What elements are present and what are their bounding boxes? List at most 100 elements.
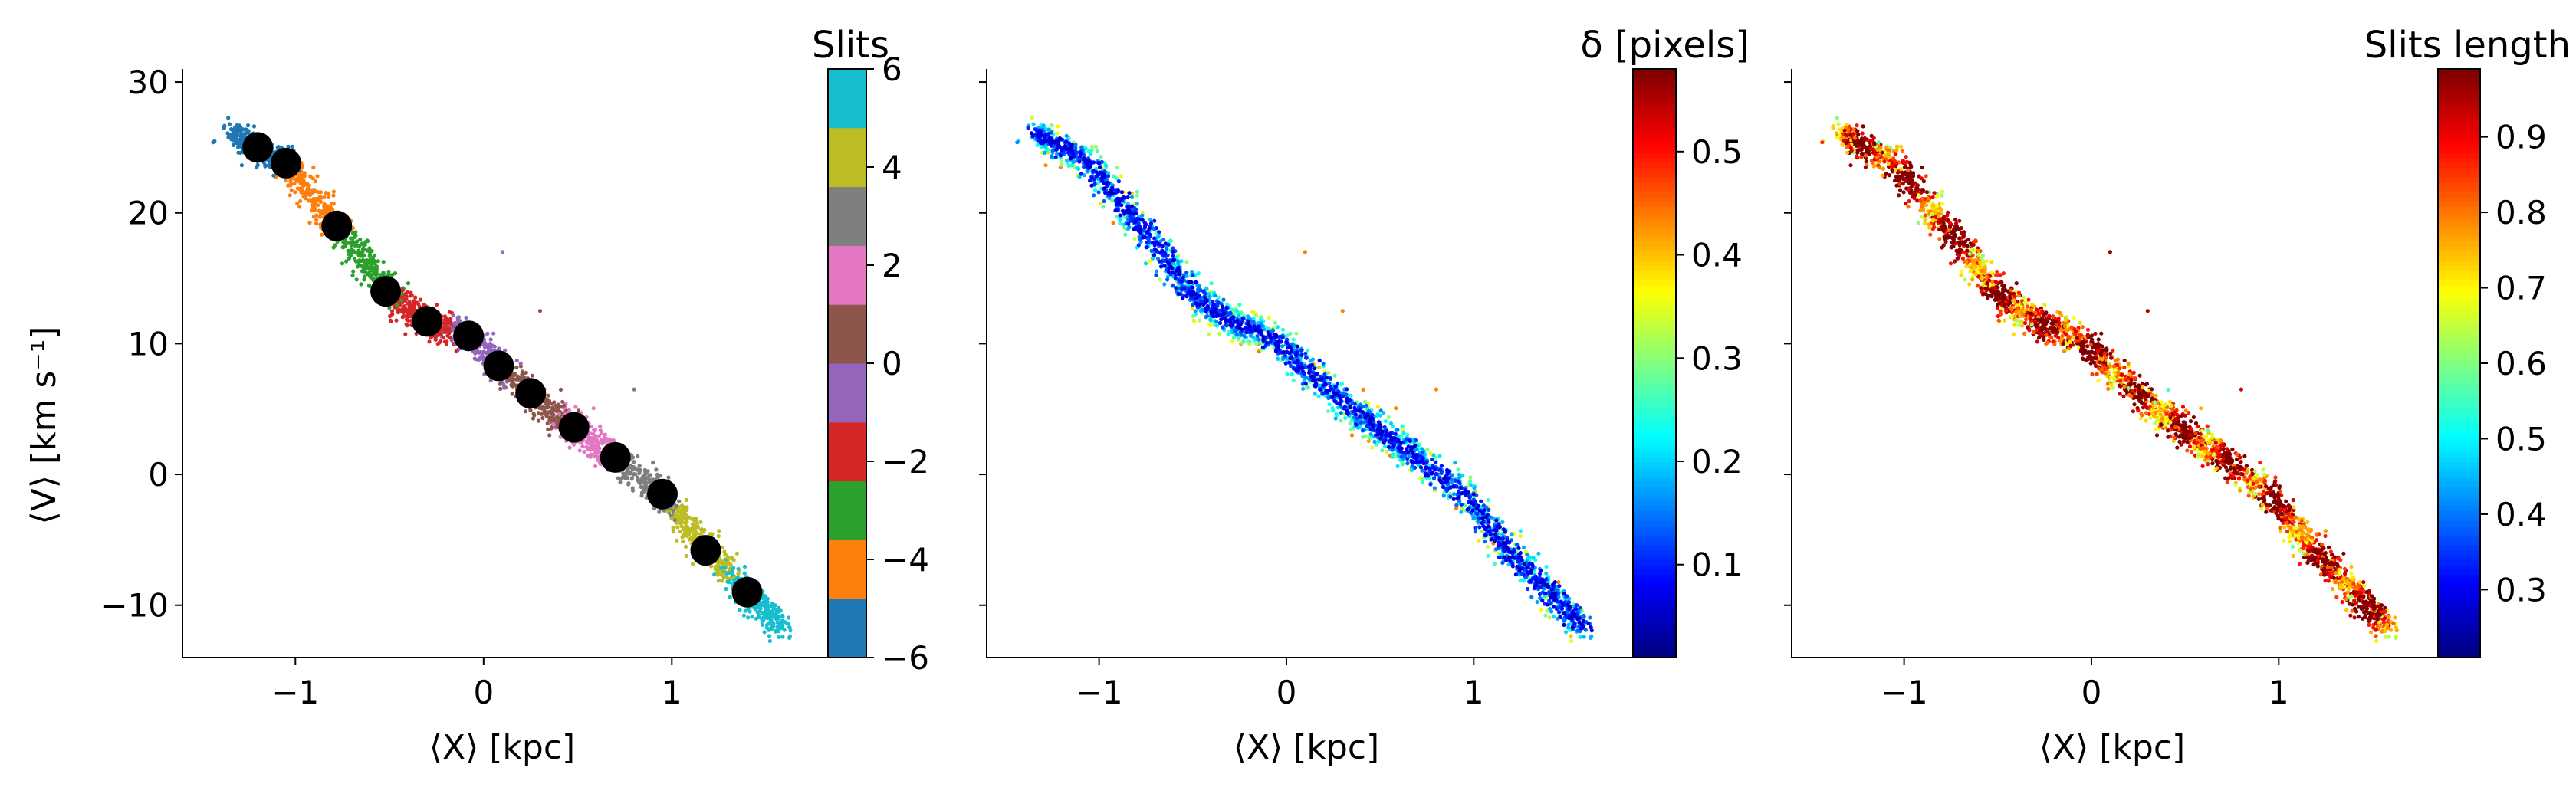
data-point — [307, 221, 312, 225]
data-point — [1428, 467, 1432, 471]
data-point — [1173, 273, 1178, 277]
data-point — [631, 460, 636, 465]
data-point — [1378, 413, 1382, 418]
data-point — [727, 570, 732, 576]
data-point — [1193, 280, 1198, 285]
data-point — [722, 549, 727, 554]
data-point — [311, 215, 316, 219]
data-point — [1521, 545, 1526, 550]
data-point — [488, 337, 493, 342]
data-point — [1354, 412, 1359, 417]
data-point — [531, 412, 536, 416]
data-point — [1143, 224, 1148, 228]
data-point — [401, 306, 406, 310]
data-point — [1135, 189, 1140, 194]
data-point — [616, 476, 621, 480]
data-point — [1539, 569, 1543, 573]
data-point — [1224, 305, 1229, 310]
data-point — [1456, 467, 1460, 472]
data-point — [356, 259, 360, 264]
data-point — [448, 335, 453, 340]
data-point — [1434, 387, 1438, 392]
data-point — [650, 477, 655, 482]
data-point — [1361, 387, 1365, 392]
data-point — [236, 145, 241, 149]
data-point — [644, 476, 649, 480]
data-point — [1039, 141, 1043, 146]
data-point — [1360, 428, 1365, 433]
data-point — [724, 586, 728, 592]
data-point — [655, 472, 659, 477]
slit-mean-marker — [647, 478, 678, 510]
data-point — [441, 335, 446, 340]
data-point — [742, 564, 748, 569]
data-point — [1281, 350, 1286, 355]
data-point — [1270, 328, 1276, 333]
data-point — [1428, 482, 1433, 487]
data-point — [684, 553, 688, 559]
data-point — [1213, 293, 1217, 297]
data-point — [362, 274, 367, 279]
data-point — [1332, 373, 1337, 378]
data-point — [1290, 372, 1294, 376]
data-point — [666, 475, 671, 480]
data-point — [326, 204, 330, 208]
data-point — [1382, 444, 1388, 449]
data-point — [1390, 454, 1395, 459]
data-point — [1343, 415, 1348, 421]
data-point — [669, 517, 674, 521]
data-point — [1386, 415, 1391, 420]
data-point — [685, 520, 689, 524]
data-point — [284, 179, 288, 183]
data-point — [630, 467, 636, 472]
data-point — [1521, 579, 1526, 583]
data-point — [1540, 599, 1545, 603]
data-point — [271, 173, 276, 178]
data-point — [333, 243, 337, 248]
data-point — [1042, 150, 1046, 155]
data-point — [1349, 433, 1355, 438]
data-point — [1563, 630, 1569, 635]
data-point — [596, 434, 601, 438]
colorbar-tick-label: −2 — [882, 443, 929, 480]
data-point — [1536, 551, 1541, 556]
data-point — [593, 464, 598, 469]
data-point — [762, 630, 767, 635]
data-point — [577, 408, 581, 413]
data-point — [1475, 511, 1480, 517]
data-point — [1030, 116, 1034, 120]
data-point — [1368, 427, 1373, 431]
data-point — [1102, 198, 1106, 204]
data-point — [690, 517, 695, 522]
data-point — [514, 366, 519, 370]
data-point — [312, 188, 317, 192]
data-point — [765, 600, 770, 605]
data-point — [1288, 331, 1293, 336]
data-point — [1043, 163, 1048, 168]
data-point — [682, 514, 686, 520]
data-point — [723, 561, 728, 566]
data-point — [540, 412, 544, 416]
data-point — [1267, 315, 1271, 320]
data-point — [1254, 313, 1259, 318]
data-point — [1526, 586, 1530, 592]
data-point — [381, 271, 386, 275]
data-point — [771, 625, 776, 629]
data-point — [727, 580, 731, 585]
data-point — [434, 302, 439, 307]
data-point — [1119, 174, 1123, 179]
data-point — [1510, 532, 1514, 536]
data-point — [767, 628, 772, 632]
data-point — [678, 530, 683, 534]
data-point — [1231, 336, 1237, 340]
data-point — [1362, 399, 1367, 404]
data-point — [1214, 320, 1219, 324]
data-point — [1543, 613, 1548, 618]
data-point — [1425, 447, 1430, 451]
data-point — [1566, 625, 1571, 630]
data-point — [1408, 438, 1412, 444]
data-point — [1451, 492, 1457, 497]
data-point — [349, 247, 354, 251]
data-point — [1460, 491, 1464, 496]
data-point — [1535, 599, 1539, 605]
